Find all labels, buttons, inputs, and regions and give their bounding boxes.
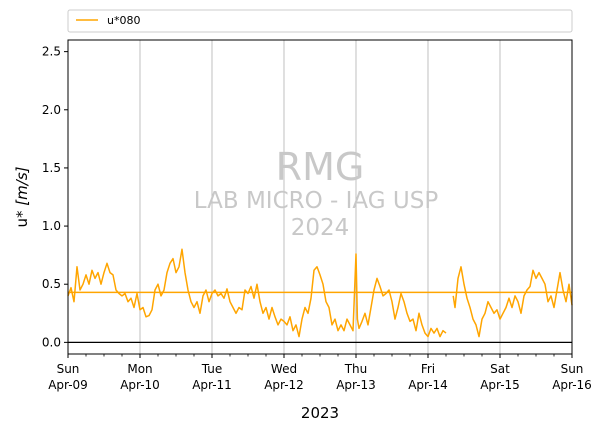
legend-entry-label: u*080 bbox=[107, 14, 140, 27]
watermark-line2: LAB MICRO - IAG USP bbox=[194, 188, 439, 214]
y-tick-label-3: 1.5 bbox=[42, 161, 61, 175]
x-tick-date-1: Apr-10 bbox=[120, 378, 160, 392]
x-tick-date-2: Apr-11 bbox=[192, 378, 232, 392]
watermark-line3: 2024 bbox=[291, 215, 350, 241]
x-tick-date-6: Apr-15 bbox=[480, 378, 520, 392]
x-tick-date-5: Apr-14 bbox=[408, 378, 448, 392]
x-tick-day-4: Thu bbox=[344, 362, 368, 376]
x-tick-day-1: Mon bbox=[127, 362, 152, 376]
x-tick-day-3: Wed bbox=[271, 362, 297, 376]
y-axis-label: u* [m/s] bbox=[13, 166, 31, 227]
x-tick-date-7: Apr-16 bbox=[552, 378, 592, 392]
x-tick-date-0: Apr-09 bbox=[48, 378, 88, 392]
series-line-u080 bbox=[67, 248, 573, 338]
x-tick-date-3: Apr-12 bbox=[264, 378, 304, 392]
x-tick-day-6: Sat bbox=[490, 362, 510, 376]
x-gridlines bbox=[139, 40, 501, 354]
x-tick-date-4: Apr-13 bbox=[336, 378, 376, 392]
watermark: RMG LAB MICRO - IAG USP 2024 bbox=[194, 145, 439, 241]
y-tick-label-0: 0.0 bbox=[42, 335, 61, 349]
y-tick-label-2: 1.0 bbox=[42, 219, 61, 233]
x-axis-label: 2023 bbox=[301, 404, 339, 422]
y-axis-label-unit: [m/s] bbox=[13, 166, 31, 205]
x-tick-day-0: Sun bbox=[57, 362, 80, 376]
legend: u*080 bbox=[67, 9, 573, 33]
y-tick-label-5: 2.5 bbox=[42, 45, 61, 59]
x-axis: Sun Apr-09 Mon Apr-10 Tue Apr-11 Wed Apr-12 Thu A… bbox=[48, 354, 592, 392]
y-tick-label-1: 0.5 bbox=[42, 277, 61, 291]
x-tick-day-7: Sun bbox=[561, 362, 584, 376]
y-tick-label-4: 2.0 bbox=[42, 103, 61, 117]
watermark-line1: RMG bbox=[276, 145, 365, 189]
y-axis-label-main: u* bbox=[13, 206, 31, 228]
y-axis: 0.0 0.5 1.0 1.5 2.0 2.5 bbox=[42, 45, 68, 349]
legend-box bbox=[67, 9, 573, 33]
x-tick-day-5: Fri bbox=[421, 362, 435, 376]
x-tick-day-2: Tue bbox=[201, 362, 223, 376]
